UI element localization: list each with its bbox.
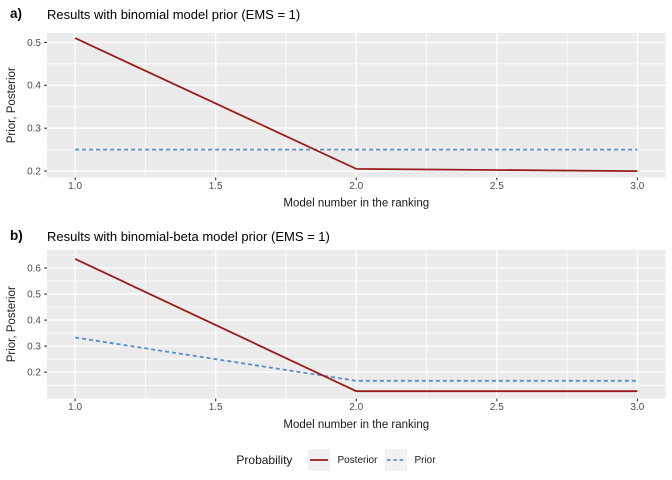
posterior-line [74,37,638,172]
y-tick-label: 0.4 [27,81,41,92]
x-tick-label: 3.0 [630,181,644,192]
x-tick-label: 2.5 [490,181,504,192]
legend-item-prior: Prior [385,449,436,471]
chart-b-title-row: b) Results with binomial-beta model prio… [0,228,672,250]
y-axis-title: Prior, Posterior [6,286,18,362]
x-tick-label: 1.0 [68,181,82,192]
x-tick-label: 3.0 [630,402,644,413]
legend-label-prior: Prior [414,454,436,466]
chart-b-tag: b) [10,228,23,243]
chart-b-title: Results with binomial-beta model prior (… [47,229,330,244]
posterior-line [74,258,638,393]
prior-line [74,336,638,382]
chart-a-title: Results with binomial model prior (EMS =… [47,7,301,22]
y-tick-label: 0.3 [27,342,41,353]
x-axis-title: Model number in the ranking [283,198,429,210]
y-tick-label: 0.2 [27,368,41,379]
y-tick-label: 0.2 [27,166,41,177]
posterior-line-key-icon [308,449,331,471]
y-tick-label: 0.4 [27,315,41,326]
y-tick-label: 0.5 [27,289,41,300]
y-tick-label: 0.6 [27,263,41,274]
x-tick-label: 1.0 [68,402,82,413]
y-tick-label: 0.5 [27,38,41,49]
chart-a-title-row: a) Results with binomial model prior (EM… [0,6,672,28]
x-tick-label: 1.5 [209,181,223,192]
y-axis-title: Prior, Posterior [6,67,18,143]
legend-item-posterior: Posterior [308,449,377,471]
x-tick-label: 2.0 [349,402,363,413]
x-tick-label: 1.5 [209,402,223,413]
x-tick-label: 2.0 [349,181,363,192]
x-axis-title: Model number in the ranking [283,419,429,431]
legend-label-posterior: Posterior [337,454,378,466]
legend: Probability Posterior Prior [0,443,672,477]
prior-line-key-icon [385,449,408,471]
x-tick-label: 2.5 [490,402,504,413]
y-tick-label: 0.3 [27,124,41,135]
legend-title: Probability [236,453,293,467]
chart-a-tag: a) [10,6,23,21]
